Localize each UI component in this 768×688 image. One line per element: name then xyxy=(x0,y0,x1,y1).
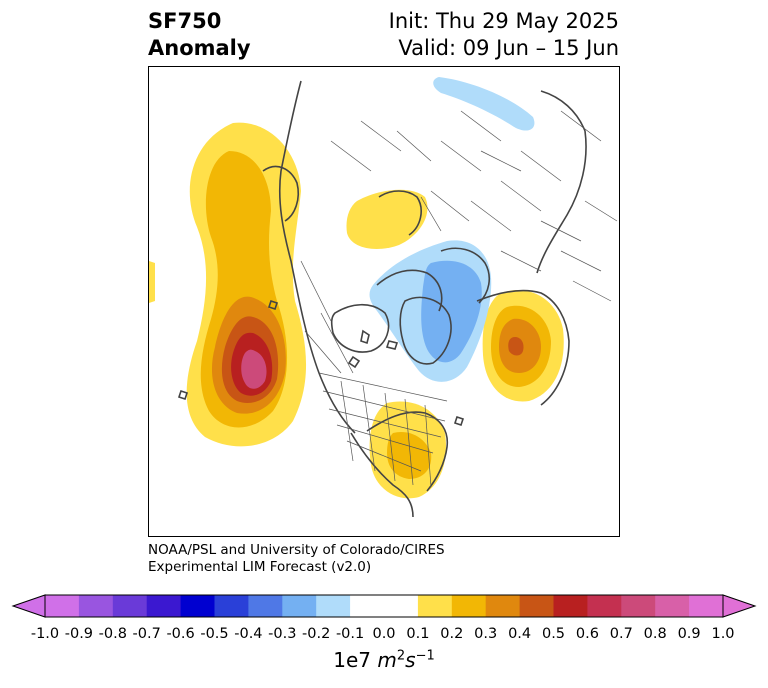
colorbar-tick-label: -0.5 xyxy=(200,626,229,642)
colorbar-extend-high-arrow xyxy=(722,594,757,618)
colorbar-segment xyxy=(316,595,351,617)
credit-line-2: Experimental LIM Forecast (v2.0) xyxy=(148,559,372,575)
colorbar-tick-label: -0.6 xyxy=(166,626,195,642)
polar-negative-anomaly-0.2 xyxy=(421,260,482,363)
colorbar-segment xyxy=(485,595,521,617)
colorbar-segment xyxy=(655,595,690,617)
colorbar-tick-label: 0.1 xyxy=(406,626,430,642)
colorbar-segment xyxy=(587,595,622,617)
units-mid: s xyxy=(405,648,416,672)
colorbar-tick-label: 0.7 xyxy=(609,626,633,642)
units-base: m xyxy=(377,648,397,672)
colorbar-tick-label: 0.5 xyxy=(541,626,566,642)
coastlines xyxy=(177,80,587,518)
east-us-positive-anomaly-0.2 xyxy=(387,431,432,479)
forecast-dates: Init: Thu 29 May 2025 Valid: 09 Jun – 15… xyxy=(389,8,619,62)
colorbar-segment xyxy=(519,595,554,617)
colorbar-segment xyxy=(417,595,453,617)
colorbar-segment xyxy=(214,595,249,617)
asia-positive-anomaly-0.4 xyxy=(508,337,524,356)
colorbar-tick-label: -0.4 xyxy=(234,626,263,642)
units-multiplier: 1e7 xyxy=(333,648,372,672)
anomaly-fills xyxy=(149,77,564,499)
colorbar-tick-label: 0.6 xyxy=(575,626,599,642)
anomaly-label: Anomaly xyxy=(148,36,251,60)
pacific-positive-anomaly-0.6 xyxy=(241,349,267,389)
colorbar-tick-label: -0.8 xyxy=(98,626,127,642)
colorbar-tick-label: -0.2 xyxy=(302,626,331,642)
siberia-negative-anomaly xyxy=(433,77,535,131)
west-edge-positive-anomaly xyxy=(149,261,155,303)
chart-title: SF750 Anomaly xyxy=(148,8,251,62)
colorbar xyxy=(11,594,757,618)
colorbar-tick-label: 0.9 xyxy=(677,626,701,642)
colorbar-tick-label: 0.3 xyxy=(474,626,498,642)
valid-range-label: Valid: 09 Jun – 15 Jun xyxy=(398,36,619,60)
colorbar-tick-label: -1.0 xyxy=(30,626,60,642)
colorbar-tick-label: 0.4 xyxy=(508,626,532,642)
colorbar-tick-label: 0.2 xyxy=(440,626,464,642)
colorbar-segment xyxy=(248,595,283,617)
colorbar-segment xyxy=(180,595,215,617)
units-exp-2: −1 xyxy=(415,648,435,664)
colorbar-extend-low-arrow xyxy=(11,594,46,618)
credit-text: NOAA/PSL and University of Colorado/CIRE… xyxy=(148,542,445,576)
init-date-label: Init: Thu 29 May 2025 xyxy=(388,9,619,33)
map-svg xyxy=(149,77,618,518)
colorbar-tick-label: -0.7 xyxy=(132,626,161,642)
map-panel xyxy=(148,66,620,537)
colorbar-segment xyxy=(45,595,80,617)
colorbar-tick-labels: -1.0 -0.9 -0.8 -0.7 -0.6 -0.5 -0.4 -0.3 -0.2 -0.1… xyxy=(0,626,768,646)
colorbar-segment xyxy=(621,595,656,617)
colorbar-tick-label: -0.1 xyxy=(335,626,365,642)
colorbar-segment xyxy=(350,595,385,617)
colorbar-segment xyxy=(146,595,182,617)
variable-label: SF750 xyxy=(148,9,222,33)
colorbar-outline xyxy=(44,594,724,618)
colorbar-tick-label: 1.0 xyxy=(711,626,735,642)
credit-line-1: NOAA/PSL and University of Colorado/CIRE… xyxy=(148,542,445,558)
colorbar-segment xyxy=(451,595,487,617)
arctic-positive-anomaly xyxy=(346,189,428,249)
colorbar-segments xyxy=(45,595,724,617)
colorbar-segment xyxy=(78,595,114,617)
colorbar-tick-label: 0.8 xyxy=(643,626,667,642)
colorbar-segment xyxy=(553,595,588,617)
country-borders xyxy=(300,110,618,488)
colorbar-segment xyxy=(282,595,317,617)
colorbar-segment xyxy=(384,595,419,617)
colorbar-units-label: 1e7 m2s−1 xyxy=(0,648,768,672)
colorbar-tick-label: 0.0 xyxy=(372,626,396,642)
colorbar-segment xyxy=(689,595,724,617)
colorbar-segment xyxy=(112,595,148,617)
colorbar-tick-label: -0.9 xyxy=(64,626,94,642)
units-exp-1: 2 xyxy=(396,648,406,664)
colorbar-tick-label: -0.3 xyxy=(268,626,297,642)
